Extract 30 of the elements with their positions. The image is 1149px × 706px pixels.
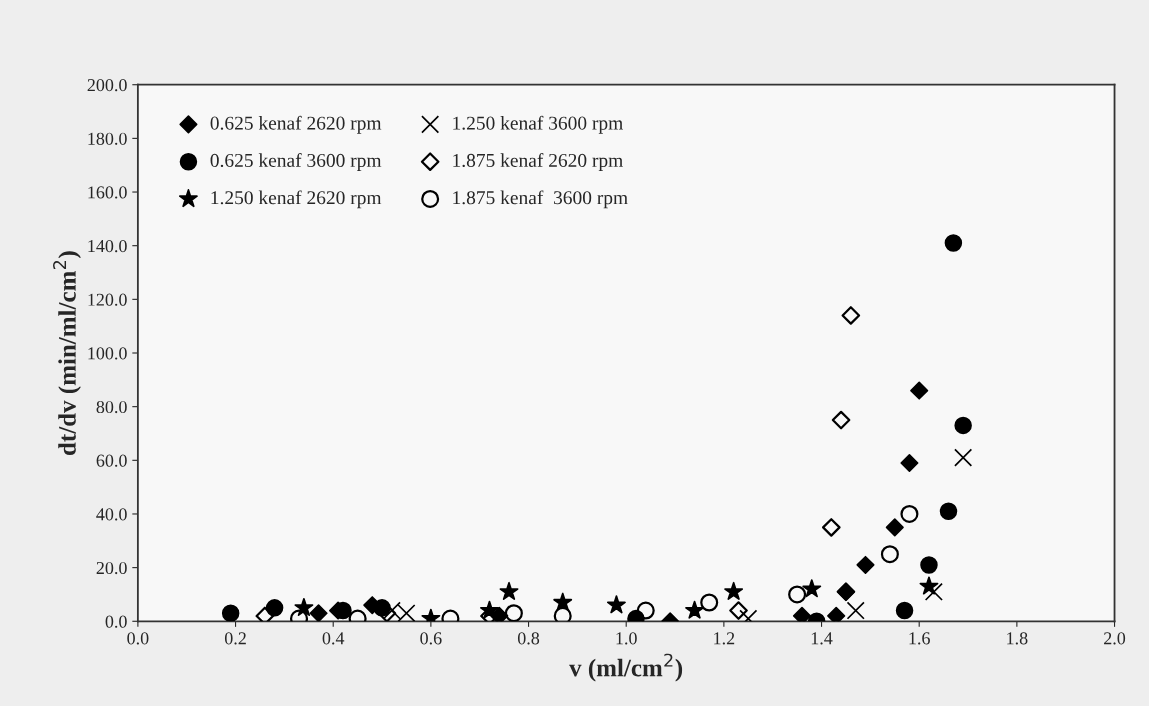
y-tick-label: 200.0 bbox=[87, 78, 127, 92]
x-tick-label: 0.0 bbox=[127, 632, 149, 645]
y-axis-title: dt/dv (min/ml/cm$^{2}$) bbox=[53, 251, 81, 455]
y-tick-label: 180.0 bbox=[88, 132, 127, 145]
y-tick-label: 60.0 bbox=[96, 454, 127, 467]
x-tick-label: 1.6 bbox=[909, 632, 930, 645]
legend-label: 0.625 kenaf 3600 rpm bbox=[210, 153, 382, 171]
x-tick-label: 1.4 bbox=[811, 632, 833, 645]
x-tick-label: 0.4 bbox=[322, 632, 345, 645]
y-tick-label: 140.0 bbox=[88, 239, 127, 253]
x-tick-label: 2.0 bbox=[1104, 632, 1126, 645]
legend-label: 1.250 kenaf 2620 rpm bbox=[211, 190, 382, 209]
y-tick-label: 100.0 bbox=[88, 347, 127, 360]
x-tick-label: 0.2 bbox=[224, 632, 246, 645]
y-tick-label: 80.0 bbox=[96, 400, 127, 414]
y-tick-label: 0.0 bbox=[105, 615, 127, 628]
legend-label: 1.875 kenaf 3600 rpm bbox=[453, 190, 628, 209]
x-tick-label: 0.6 bbox=[420, 632, 442, 645]
y-tick-label: 20.0 bbox=[96, 561, 127, 575]
legend-label: 0.625 kenaf 2620 rpm bbox=[210, 115, 382, 134]
y-tick-label: 40.0 bbox=[96, 508, 127, 521]
x-tick-label: 1.0 bbox=[616, 632, 637, 645]
x-tick-label: 1.2 bbox=[714, 632, 735, 645]
legend-label: 1.250 kenaf 3600 rpm bbox=[453, 115, 623, 134]
x-tick-label: 1.8 bbox=[1007, 632, 1028, 645]
y-tick-label: 120.0 bbox=[88, 293, 127, 306]
x-tick-label: 0.8 bbox=[517, 632, 540, 645]
x-axis-title: v (ml/cm$^{2}$) bbox=[569, 653, 683, 682]
legend-label: 1.875 kenaf 2620 rpm bbox=[453, 153, 623, 171]
y-tick-label: 160.0 bbox=[88, 186, 127, 199]
